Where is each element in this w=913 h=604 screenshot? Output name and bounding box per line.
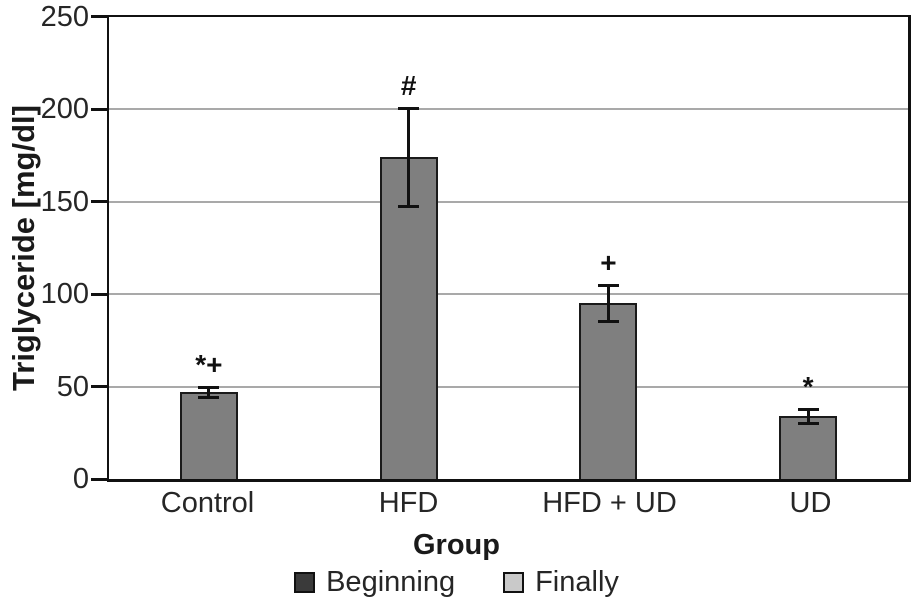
- significance-annotation-control: *+: [195, 348, 223, 380]
- error-bar-cap-top: [797, 407, 819, 411]
- plot-area: 0 50 100 150 200 250 *+ # + *: [41, 2, 911, 494]
- y-tick-label-100: 100: [40, 278, 89, 311]
- error-bar-hfd-ud: [606, 284, 610, 322]
- error-bar-ud: [806, 408, 810, 424]
- bar-ud: [779, 416, 838, 479]
- gridline-50: [109, 385, 908, 388]
- error-bar-cap-bottom: [797, 421, 819, 425]
- x-tick-label-ud: UD: [789, 487, 832, 519]
- error-bar-cap-top: [198, 385, 220, 389]
- y-tick-150: [91, 200, 107, 204]
- error-bar-cap-bottom: [398, 205, 420, 209]
- y-tick-label-150: 150: [40, 185, 89, 218]
- y-tick-label-250: 250: [40, 1, 89, 33]
- bar-hfd-ud: [579, 303, 638, 479]
- error-bar-cap-top: [597, 283, 619, 287]
- x-axis-title: Group: [413, 529, 500, 561]
- x-tick-label-control: Control: [160, 487, 255, 519]
- error-bar-control: [207, 386, 211, 398]
- legend-swatch-finally: [503, 571, 525, 593]
- bar-hfd: [379, 157, 438, 479]
- x-tick-label-hfd: HFD: [378, 487, 439, 519]
- y-tick-100: [91, 292, 107, 296]
- legend: Beginning Finally: [0, 564, 913, 600]
- bar-control: [179, 392, 238, 479]
- error-bar-cap-top: [398, 106, 420, 110]
- y-axis-title: Triglyceride [mg/dl]: [6, 105, 41, 391]
- significance-annotation-hfd: #: [400, 69, 417, 101]
- x-axis-tick-labels: Control HFD HFD + UD UD: [107, 487, 911, 521]
- gridline-200: [109, 108, 908, 111]
- legend-label-finally: Finally: [535, 565, 619, 598]
- legend-item-finally: Finally: [503, 566, 619, 599]
- gridline-150: [109, 200, 908, 203]
- legend-swatch-beginning: [294, 571, 316, 593]
- y-tick-250: [91, 15, 107, 18]
- significance-annotation-ud: *: [802, 370, 814, 402]
- y-tick-label-50: 50: [56, 370, 89, 403]
- error-bar-cap-bottom: [597, 319, 619, 323]
- x-tick-label-hfd-ud: HFD + UD: [542, 487, 677, 519]
- legend-label-beginning: Beginning: [326, 565, 456, 598]
- y-tick-0: [91, 478, 107, 481]
- legend-item-beginning: Beginning: [294, 566, 455, 599]
- y-tick-50: [91, 385, 107, 389]
- y-tick-label-200: 200: [40, 93, 89, 126]
- gridline-100: [109, 293, 908, 296]
- y-tick-200: [91, 107, 107, 111]
- error-bar-cap-bottom: [198, 395, 220, 399]
- error-bar-hfd: [407, 107, 411, 208]
- significance-annotation-hfd-ud: +: [600, 246, 617, 278]
- y-tick-label-0: 0: [72, 463, 89, 495]
